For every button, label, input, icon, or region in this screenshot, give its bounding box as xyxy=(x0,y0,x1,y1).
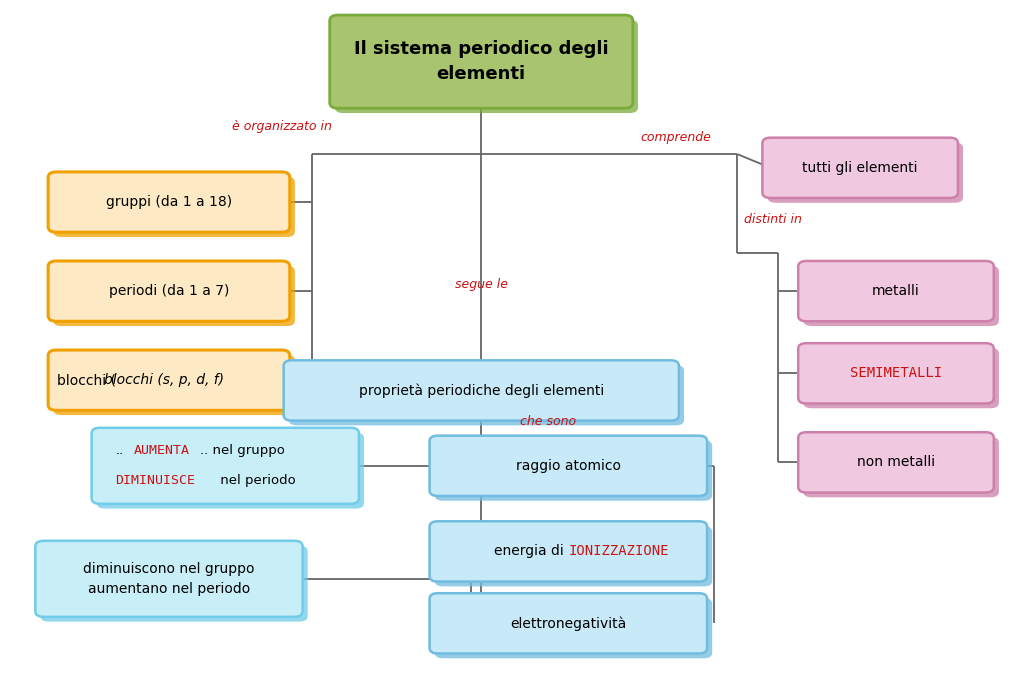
Text: metalli: metalli xyxy=(872,284,920,298)
Text: è organizzato in: è organizzato in xyxy=(231,121,332,133)
FancyBboxPatch shape xyxy=(762,138,958,198)
Text: gruppi (da 1 a 18): gruppi (da 1 a 18) xyxy=(105,195,232,209)
Text: elettronegatività: elettronegatività xyxy=(510,616,627,631)
FancyBboxPatch shape xyxy=(435,526,713,586)
Text: periodi (da 1 a 7): periodi (da 1 a 7) xyxy=(109,284,229,298)
Text: Il sistema periodico degli
elementi: Il sistema periodico degli elementi xyxy=(354,40,608,83)
Text: segue le: segue le xyxy=(455,278,508,290)
FancyBboxPatch shape xyxy=(36,541,303,616)
FancyBboxPatch shape xyxy=(284,360,679,421)
Text: distinti in: distinti in xyxy=(744,213,802,225)
FancyBboxPatch shape xyxy=(48,261,290,321)
FancyBboxPatch shape xyxy=(96,433,365,508)
FancyBboxPatch shape xyxy=(335,20,638,113)
Text: DIMINUISCE: DIMINUISCE xyxy=(115,475,196,487)
FancyBboxPatch shape xyxy=(430,521,708,582)
FancyBboxPatch shape xyxy=(803,437,999,497)
Text: ..: .. xyxy=(115,445,124,457)
Text: blocchi (s, p, d, f): blocchi (s, p, d, f) xyxy=(103,373,224,387)
Text: .. nel gruppo: .. nel gruppo xyxy=(201,445,285,457)
Text: che sono: che sono xyxy=(520,415,575,427)
Text: SEMIMETALLI: SEMIMETALLI xyxy=(850,366,942,380)
FancyBboxPatch shape xyxy=(435,440,713,501)
FancyBboxPatch shape xyxy=(53,177,295,237)
Text: comprende: comprende xyxy=(640,131,712,143)
Text: energia di: energia di xyxy=(495,545,568,558)
FancyBboxPatch shape xyxy=(430,436,708,496)
FancyBboxPatch shape xyxy=(48,350,290,410)
FancyBboxPatch shape xyxy=(330,15,633,108)
FancyBboxPatch shape xyxy=(768,142,963,203)
Text: non metalli: non metalli xyxy=(857,456,935,469)
FancyBboxPatch shape xyxy=(430,593,708,653)
FancyBboxPatch shape xyxy=(799,343,993,403)
Text: proprietà periodiche degli elementi: proprietà periodiche degli elementi xyxy=(358,383,604,398)
FancyBboxPatch shape xyxy=(799,261,993,321)
Text: raggio atomico: raggio atomico xyxy=(516,459,621,473)
FancyBboxPatch shape xyxy=(803,348,999,408)
FancyBboxPatch shape xyxy=(53,355,295,415)
Text: AUMENTA: AUMENTA xyxy=(133,445,189,457)
FancyBboxPatch shape xyxy=(41,545,307,622)
FancyBboxPatch shape xyxy=(92,427,359,504)
Text: diminuiscono nel gruppo
aumentano nel periodo: diminuiscono nel gruppo aumentano nel pe… xyxy=(83,562,255,595)
FancyBboxPatch shape xyxy=(803,266,999,326)
FancyBboxPatch shape xyxy=(289,365,684,425)
Text: tutti gli elementi: tutti gli elementi xyxy=(803,161,918,175)
FancyBboxPatch shape xyxy=(48,172,290,232)
FancyBboxPatch shape xyxy=(53,266,295,326)
FancyBboxPatch shape xyxy=(435,598,713,658)
Text: IONIZZAZIONE: IONIZZAZIONE xyxy=(568,545,669,558)
Text: blocchi (: blocchi ( xyxy=(56,373,116,387)
Text: nel periodo: nel periodo xyxy=(216,475,295,487)
FancyBboxPatch shape xyxy=(799,432,993,493)
